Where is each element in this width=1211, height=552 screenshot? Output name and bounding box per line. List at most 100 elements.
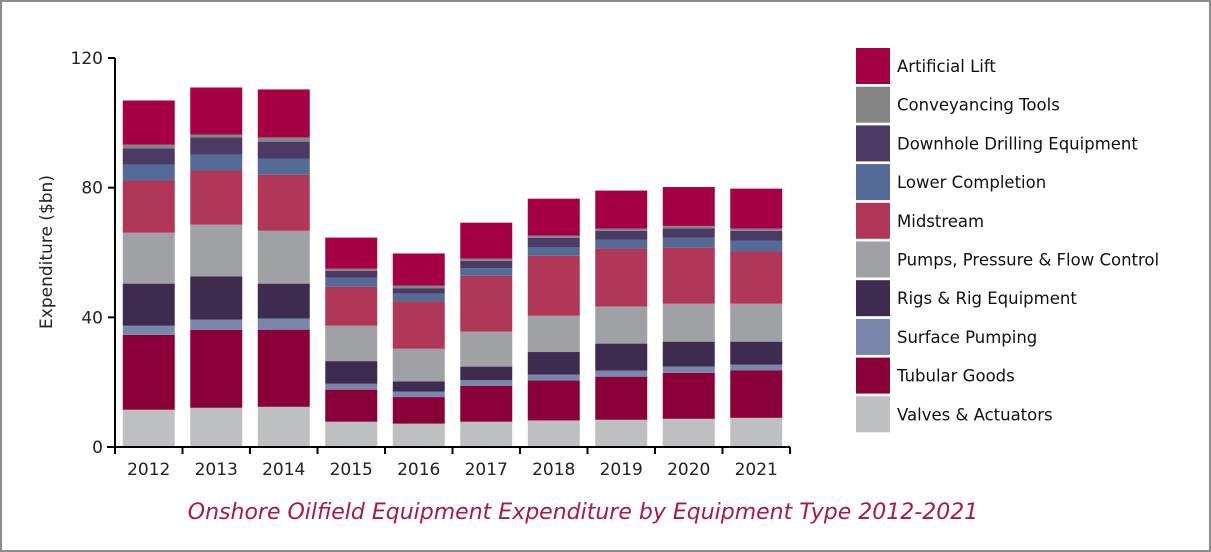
bar-segment-2018 (527, 255, 580, 316)
bar-segment-2020 (662, 341, 715, 367)
x-tick-label: 2020 (667, 460, 710, 480)
legend-label: Artificial Lift (897, 57, 996, 76)
bar-segment-2015 (325, 237, 378, 269)
bar-segment-2019 (595, 376, 648, 420)
bar-segment-2015 (325, 361, 378, 384)
x-tick-label: 2018 (532, 460, 575, 480)
bar-segment-2015 (325, 268, 378, 271)
bar-segment-2012 (122, 148, 175, 165)
bar-segment-2014 (257, 137, 310, 142)
bar-segment-2021 (730, 228, 783, 231)
bar-segment-2013 (190, 407, 243, 447)
x-tick-label: 2012 (127, 460, 170, 480)
legend-label: Conveyancing Tools (897, 96, 1060, 115)
bar-segment-2018 (527, 380, 580, 421)
legend-swatch (856, 318, 890, 355)
bar-segment-2013 (190, 170, 243, 225)
bar-segment-2014 (257, 283, 310, 319)
bar-segment-2021 (730, 364, 783, 371)
bar-segment-2015 (325, 389, 378, 422)
bar-segment-2016 (392, 391, 445, 398)
bar-segment-2013 (190, 276, 243, 320)
bar-segment-2012 (122, 164, 175, 181)
bar-segment-2021 (730, 370, 783, 418)
bar-segment-2019 (595, 190, 648, 229)
bar-segment-2021 (730, 240, 783, 252)
bar-segment-2020 (662, 418, 715, 447)
bar-segment-2018 (527, 315, 580, 353)
bar-segment-2019 (595, 228, 648, 231)
bar-segment-2020 (662, 228, 715, 238)
y-tick-label: 40 (81, 308, 103, 328)
x-tick-label: 2019 (600, 460, 643, 480)
bar-segment-2020 (662, 303, 715, 342)
legend-label: Downhole Drilling Equipment (897, 134, 1138, 153)
legend-swatch (856, 357, 890, 394)
legend-swatch (856, 280, 890, 317)
bar-segment-2017 (460, 222, 513, 259)
bar-segment-2020 (662, 225, 715, 229)
bar-segment-2012 (122, 334, 175, 410)
bar-segment-2020 (662, 247, 715, 304)
bar-segment-2013 (190, 154, 243, 171)
bar-segment-2016 (392, 301, 445, 349)
bar-segment-2018 (527, 352, 580, 375)
legend-swatch (856, 164, 890, 201)
bar-segment-2019 (595, 343, 648, 371)
bar-segment-2017 (460, 385, 513, 422)
bar-segment-2012 (122, 325, 175, 335)
x-tick-label: 2013 (195, 460, 238, 480)
bar-segment-2017 (460, 275, 513, 332)
bar-segment-2017 (460, 380, 513, 386)
bar-segment-2018 (527, 198, 580, 236)
x-tick-label: 2017 (465, 460, 508, 480)
legend-swatch (856, 125, 890, 162)
bar-segment-2016 (392, 423, 445, 447)
y-tick-label: 0 (92, 438, 103, 458)
bar-segment-2012 (122, 232, 175, 284)
legend-swatch (856, 86, 890, 123)
bar-segment-2012 (122, 283, 175, 326)
y-axis-label: Expenditure ($bn) (37, 175, 57, 329)
bar-segment-2018 (527, 237, 580, 247)
bar-segment-2014 (257, 158, 310, 175)
bar-segment-2017 (460, 421, 513, 447)
legend-swatch (856, 241, 890, 278)
bar-segment-2019 (595, 306, 648, 344)
legend-swatch (856, 396, 890, 433)
bar-segment-2014 (257, 89, 310, 138)
x-tick-label: 2021 (735, 460, 778, 480)
bar-segment-2021 (730, 341, 783, 365)
bar-segment-2016 (392, 381, 445, 392)
bar-segment-2021 (730, 251, 783, 304)
bar-segment-2020 (662, 366, 715, 373)
bar-segment-2016 (392, 253, 445, 286)
bar-segment-2014 (257, 141, 310, 159)
bar-segment-2019 (595, 370, 648, 377)
bar-segment-2012 (122, 100, 175, 145)
bar-segment-2015 (325, 277, 378, 287)
bar-segment-2019 (595, 248, 648, 307)
bar-segment-2017 (460, 260, 513, 269)
bar-segment-2016 (392, 348, 445, 382)
legend-label: Tubular Goods (896, 367, 1015, 386)
y-tick-label: 80 (81, 179, 103, 199)
x-tick-label: 2015 (330, 460, 373, 480)
legend-label: Midstream (897, 212, 984, 231)
bar-segment-2013 (190, 329, 243, 408)
bar-segment-2021 (730, 303, 783, 342)
bar-segment-2018 (527, 235, 580, 238)
bar-segment-2012 (122, 409, 175, 447)
bar-segment-2013 (190, 134, 243, 138)
bar-segment-2016 (392, 397, 445, 424)
bar-segment-2017 (460, 366, 513, 381)
bar-segment-2013 (190, 137, 243, 155)
bar-segment-2020 (662, 372, 715, 419)
bar-segment-2014 (257, 329, 310, 407)
bar-segment-2016 (392, 288, 445, 294)
bar-segment-2014 (257, 318, 310, 330)
bar-segment-2013 (190, 87, 243, 135)
legend-swatch (856, 48, 890, 84)
